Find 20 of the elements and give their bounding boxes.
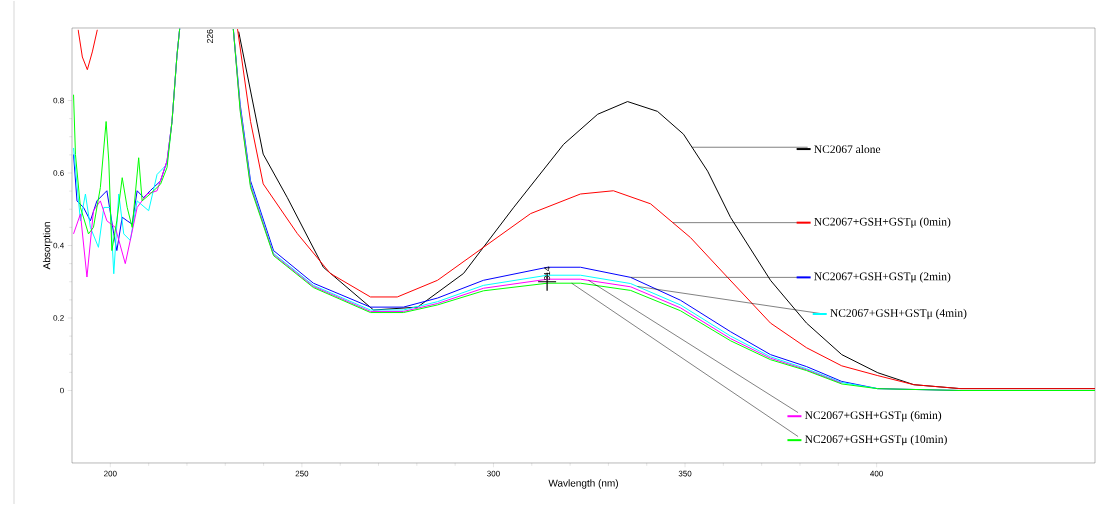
y-axis-title: Absorption (42, 222, 53, 270)
y-tick-label: 0 (60, 387, 64, 394)
y-tick-label: 0.4 (53, 242, 64, 249)
x-tick-label: 200 (104, 470, 117, 477)
legend-label: NC2067+GSH+GSTμ (0min) (814, 217, 951, 228)
x-axis-title: Wavlength (nm) (548, 479, 618, 489)
legend-label: NC2067+GSH+GSTμ (4min) (830, 308, 967, 320)
x-tick-label: 400 (870, 470, 883, 477)
x-tick-label: 250 (295, 470, 309, 477)
legend-label: NC2067+GSH+GSTμ (10min) (804, 434, 947, 446)
annotation: 314 (544, 266, 551, 281)
y-tick-label: 0.8 (53, 97, 64, 104)
x-tick-label: 300 (487, 470, 500, 477)
y-tick-label: 0.2 (53, 315, 64, 321)
legend-label: NC2067+GSH+GSTμ (6min) (804, 411, 942, 422)
y-tick-label: 0.6 (53, 170, 64, 176)
legend-label: NC2067+GSH+GSTμ (2min) (814, 272, 951, 283)
x-tick-label: 350 (678, 470, 692, 477)
annotation: 226 (206, 29, 213, 43)
legend-label: NC2067 alone (814, 145, 881, 154)
